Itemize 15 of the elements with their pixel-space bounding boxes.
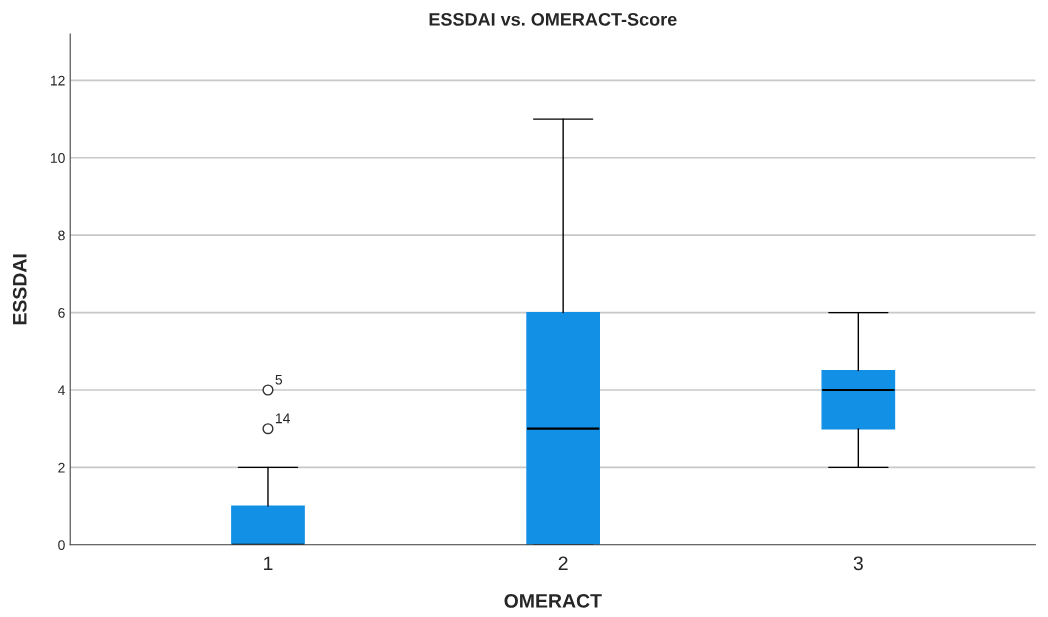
y-tick-label: 0 — [58, 540, 65, 550]
y-tick-label: 4 — [57, 385, 65, 396]
x-tick-label: 2 — [558, 556, 568, 571]
y-tick-label: 10 — [50, 153, 65, 163]
chart-title: ESSDAI vs. OMERACT-Score — [429, 12, 677, 26]
annotation: 14 — [275, 413, 290, 424]
y-tick-label: 12 — [50, 75, 65, 86]
y-axis-title: ESSDAI — [12, 254, 27, 325]
annotation: 5 — [275, 374, 283, 385]
x-tick-label: 1 — [264, 556, 273, 571]
y-tick-label: 6 — [58, 307, 65, 318]
x-axis-title: OMERACT — [504, 594, 602, 608]
x-tick-label: 3 — [853, 556, 863, 571]
y-tick-label: 2 — [58, 462, 65, 473]
y-tick-label: 8 — [58, 230, 65, 241]
